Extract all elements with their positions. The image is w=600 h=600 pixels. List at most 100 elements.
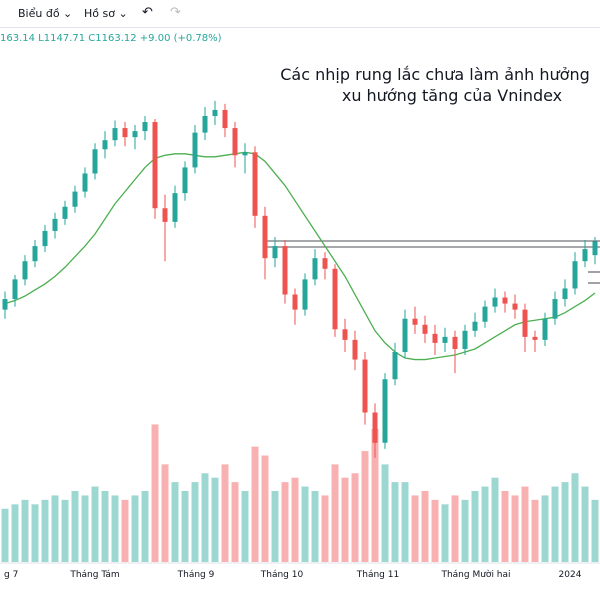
candle-body	[42, 230, 48, 247]
x-tick-label: Tháng 9	[177, 570, 215, 580]
undo-button[interactable]: ↶	[142, 5, 153, 20]
volume-bar	[221, 464, 229, 562]
volume-bar	[321, 495, 329, 562]
candle-body	[182, 167, 188, 194]
redo-button[interactable]: ↷	[170, 5, 181, 20]
candle-body	[502, 297, 508, 304]
candle-body	[402, 318, 408, 352]
volume-bar	[511, 495, 519, 562]
candle-body	[242, 152, 248, 156]
candle-body	[252, 152, 258, 216]
candle-body	[212, 109, 218, 116]
volume-bar	[331, 464, 339, 562]
x-tick-label: Tháng Tám	[69, 570, 119, 580]
volume-bar	[61, 499, 69, 562]
volume-bar	[141, 491, 149, 562]
candle-body	[122, 128, 128, 138]
candle-body	[332, 268, 338, 330]
volume-bar	[51, 495, 59, 562]
volume-bar	[1, 508, 9, 562]
volume-bar	[241, 491, 249, 562]
toolbar: Biểu đồ ⌄ Hồ sơ ⌄ ↶ ↷	[0, 0, 600, 28]
candle-body	[12, 279, 18, 300]
candle-body	[172, 193, 178, 222]
candle-body	[432, 333, 438, 343]
candle-body	[142, 122, 148, 132]
candle-body	[452, 336, 458, 349]
volume-bar	[341, 477, 349, 562]
volume-bar	[411, 495, 419, 562]
volume-bar	[161, 464, 169, 562]
volume-bar	[111, 495, 119, 562]
volume-bar	[151, 424, 159, 562]
volume-bar	[541, 495, 549, 562]
candle-body	[92, 149, 98, 174]
volume-bar	[131, 495, 139, 562]
volume-bar	[491, 477, 499, 562]
volume-bar	[551, 486, 559, 562]
volume-bar	[191, 482, 199, 562]
candle-body	[472, 321, 478, 331]
candle-body	[522, 309, 528, 337]
candle-body	[342, 329, 348, 340]
candle-body	[152, 122, 158, 209]
volume-bar	[301, 486, 309, 562]
candle-body	[382, 379, 388, 443]
chart-title: Các nhịp rung lắc chưa làm ảnh hưởng	[280, 65, 590, 84]
candle-body	[572, 261, 578, 289]
x-tick-label: Tháng 10	[260, 570, 304, 580]
volume-bar	[211, 477, 219, 562]
volume-bar	[501, 491, 509, 562]
candle-body	[422, 324, 428, 334]
volume-bar	[561, 482, 569, 562]
volume-bar	[451, 495, 459, 562]
volume-bar	[461, 499, 469, 562]
candle-body	[312, 258, 318, 280]
candle-body	[292, 294, 298, 310]
candle-body	[262, 215, 268, 259]
moving-average	[4, 151, 596, 361]
volume-bar	[591, 499, 599, 562]
volume-bar	[21, 499, 29, 562]
candle-body	[482, 306, 488, 322]
candle-body	[112, 128, 118, 141]
volume-bar	[281, 482, 289, 562]
candle-body	[552, 299, 558, 319]
volume-bar	[121, 499, 129, 562]
x-tick-label: 2024	[559, 570, 582, 580]
candle-body	[582, 249, 588, 262]
profile-menu[interactable]: Hồ sơ ⌄	[84, 7, 128, 20]
volume-bar	[41, 499, 49, 562]
candle-body	[82, 173, 88, 192]
candle-body	[22, 261, 28, 280]
candle-body	[322, 258, 328, 269]
volume-bar	[261, 455, 269, 562]
candle-body	[492, 297, 498, 307]
volume-bar	[311, 491, 319, 562]
volume-bar	[401, 482, 409, 562]
candle-body	[102, 140, 108, 150]
candle-body	[362, 359, 368, 413]
candle-body	[542, 318, 548, 340]
chart-title: xu hướng tăng của Vnindex	[342, 86, 562, 105]
candle-body	[562, 288, 568, 300]
x-tick-label: g 7	[4, 570, 18, 580]
volume-bar	[361, 451, 369, 562]
volume-bar	[71, 491, 79, 562]
volume-bar	[251, 446, 259, 562]
candle-body	[192, 132, 198, 168]
candle-body	[52, 218, 58, 231]
volume-bar	[421, 491, 429, 562]
volume-bar	[351, 473, 359, 562]
candle-body	[462, 330, 468, 349]
volume-bar	[391, 482, 399, 562]
chart-menu[interactable]: Biểu đồ ⌄	[18, 7, 73, 20]
candle-body	[282, 246, 288, 295]
candle-body	[2, 299, 8, 310]
candle-body	[532, 336, 538, 340]
candle-body	[352, 339, 358, 360]
volume-bar	[91, 486, 99, 562]
volume-bar	[441, 504, 449, 562]
volume-bar	[101, 491, 109, 562]
